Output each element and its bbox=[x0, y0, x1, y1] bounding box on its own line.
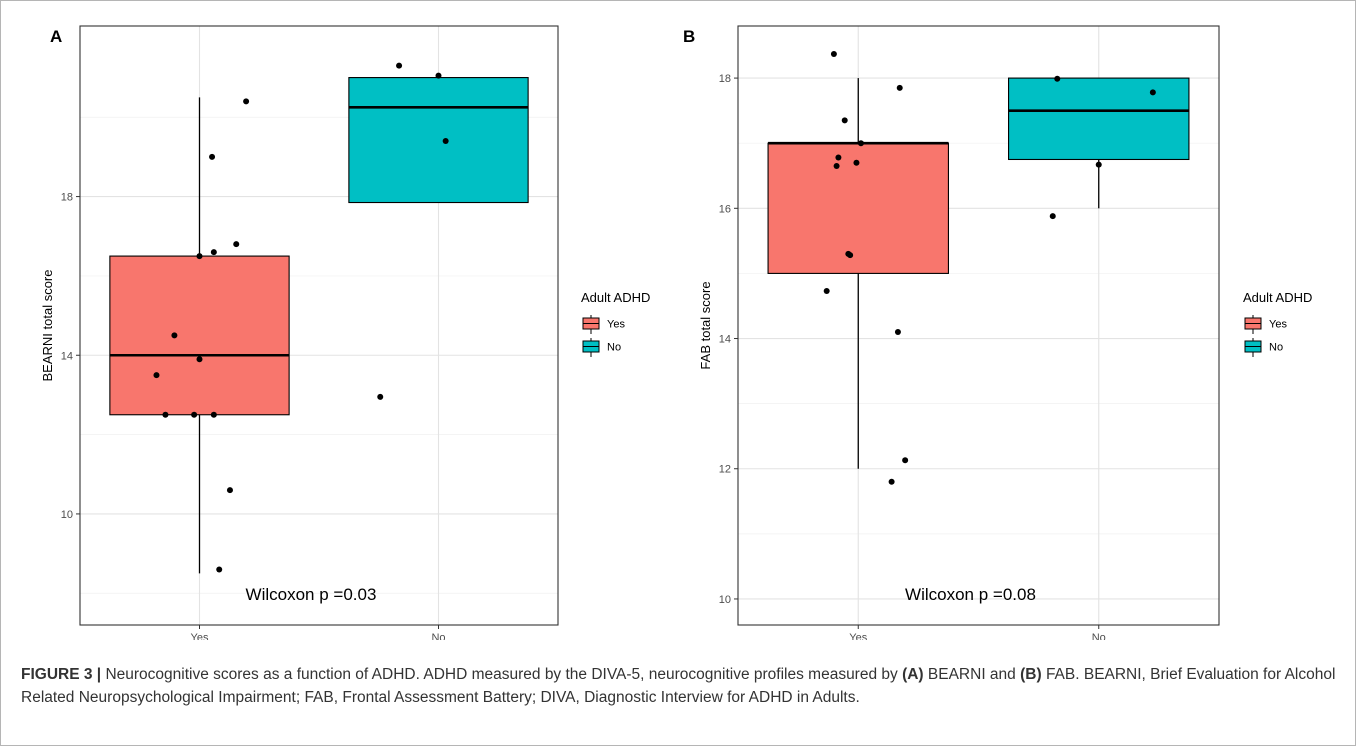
y-tick-label: 14 bbox=[719, 334, 731, 346]
data-point bbox=[830, 50, 837, 57]
legend-label-no: No bbox=[1269, 342, 1283, 354]
data-point bbox=[196, 356, 203, 363]
box-no bbox=[348, 77, 529, 204]
data-point bbox=[196, 253, 203, 260]
data-point bbox=[233, 241, 240, 248]
y-tick-label: 10 bbox=[61, 509, 73, 521]
caption-text-3: FAB. BEARNI, Brief Evaluation for Alcoho… bbox=[21, 666, 1336, 706]
panel-letter-b: B bbox=[683, 27, 695, 46]
data-point bbox=[435, 72, 442, 79]
data-point bbox=[1049, 213, 1056, 220]
caption-ref-a: (A) bbox=[902, 666, 924, 683]
panel-letter-a: A bbox=[50, 27, 62, 46]
data-point bbox=[847, 252, 854, 259]
data-point bbox=[1095, 161, 1102, 168]
data-point bbox=[191, 411, 198, 418]
data-point bbox=[894, 329, 901, 336]
wilcoxon-annotation: Wilcoxon p =0.03 bbox=[246, 585, 377, 604]
data-point bbox=[377, 393, 384, 400]
data-point bbox=[833, 162, 840, 169]
y-tick-label: 14 bbox=[61, 350, 73, 362]
data-point bbox=[857, 140, 864, 147]
data-point bbox=[823, 287, 830, 294]
box-yes bbox=[109, 97, 290, 574]
box-no bbox=[1008, 77, 1190, 209]
legend-title: Adult ADHD bbox=[581, 290, 650, 305]
y-axis-title: BEARNI total score bbox=[40, 270, 55, 382]
panel-border bbox=[79, 25, 559, 626]
figure-caption: FIGURE 3 | Neurocognitive scores as a fu… bbox=[21, 663, 1341, 709]
data-point bbox=[896, 84, 903, 91]
data-point bbox=[1054, 75, 1061, 82]
data-point bbox=[841, 117, 848, 124]
data-point bbox=[171, 332, 178, 339]
wilcoxon-annotation: Wilcoxon p =0.08 bbox=[905, 585, 1036, 604]
data-point bbox=[153, 372, 160, 379]
x-tick-label: No bbox=[1092, 632, 1106, 640]
x-tick-label: Yes bbox=[849, 632, 867, 640]
figure-charts: 10 14 18 Yes No Adult ADHD BEARNI total score A… bbox=[40, 25, 1312, 640]
panel-b: 10 12 14 16 18 Yes No Adult ADHD FAB total score… bbox=[683, 25, 1312, 640]
box-iqr bbox=[109, 255, 290, 416]
caption-label: FIGURE 3 | bbox=[21, 666, 102, 683]
data-point bbox=[442, 138, 449, 145]
data-point bbox=[888, 478, 895, 485]
data-point bbox=[853, 159, 860, 166]
y-axis-title: FAB total score bbox=[698, 281, 713, 369]
legend: Adult ADHD Yes No bbox=[1243, 290, 1312, 357]
data-point bbox=[902, 457, 909, 464]
x-tick-label: No bbox=[431, 632, 445, 640]
data-point bbox=[835, 154, 842, 161]
data-point bbox=[209, 153, 216, 160]
box-iqr bbox=[1008, 77, 1190, 161]
data-point bbox=[226, 487, 233, 494]
data-point bbox=[1149, 89, 1156, 96]
legend-label-yes: Yes bbox=[1269, 319, 1287, 331]
y-tick-label: 12 bbox=[719, 464, 731, 476]
data-point bbox=[210, 249, 217, 256]
y-tick-label: 10 bbox=[719, 594, 731, 606]
x-tick-label: Yes bbox=[191, 632, 209, 640]
caption-text-1: Neurocognitive scores as a function of A… bbox=[101, 666, 903, 683]
data-point bbox=[210, 411, 217, 418]
legend-label-no: No bbox=[607, 342, 621, 354]
legend-label-yes: Yes bbox=[607, 319, 625, 331]
box-iqr bbox=[348, 77, 529, 204]
caption-text-2: BEARNI and bbox=[923, 666, 1021, 683]
legend: Adult ADHD Yes No bbox=[581, 290, 650, 357]
data-point bbox=[396, 62, 403, 69]
legend-title: Adult ADHD bbox=[1243, 290, 1312, 305]
data-point bbox=[162, 411, 169, 418]
panel-a: 10 14 18 Yes No Adult ADHD BEARNI total score A… bbox=[40, 25, 650, 640]
caption-ref-b: (B) bbox=[1020, 666, 1042, 683]
y-tick-label: 16 bbox=[719, 203, 731, 215]
y-tick-label: 18 bbox=[719, 73, 731, 85]
data-point bbox=[216, 566, 223, 573]
panel-border bbox=[737, 25, 1220, 626]
data-point bbox=[243, 98, 250, 105]
y-tick-label: 18 bbox=[61, 192, 73, 204]
